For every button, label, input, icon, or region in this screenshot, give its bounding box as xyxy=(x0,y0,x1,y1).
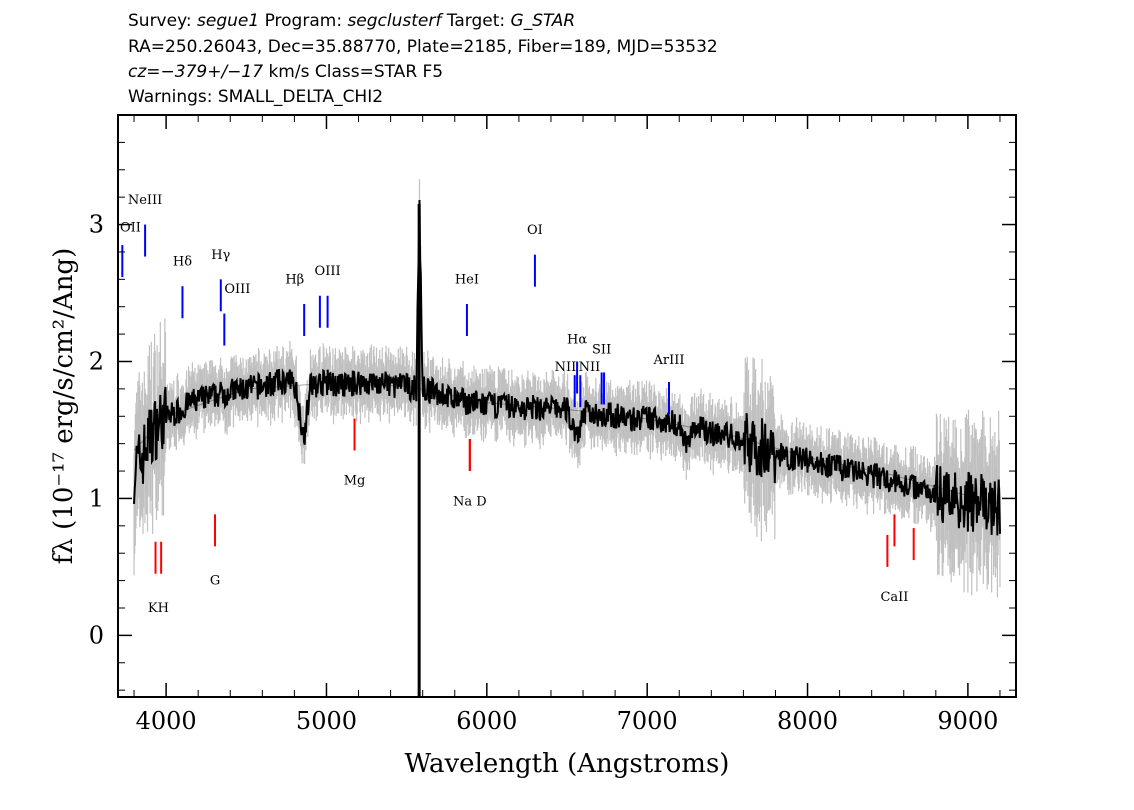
x-tick-label: 6000 xyxy=(456,707,517,735)
axes-layer: 4000 5000 6000 7000 8000 9000 0 1 2 3 xyxy=(89,115,1016,735)
line-label: NeIII xyxy=(128,193,162,208)
flux-line xyxy=(133,199,1001,536)
line-label: OIII xyxy=(315,264,341,279)
line-label: Na D xyxy=(453,494,487,509)
line-label: NII xyxy=(555,360,577,375)
x-tick-label: 4000 xyxy=(136,707,197,735)
model-line xyxy=(133,382,1001,505)
line-label: G xyxy=(210,574,220,589)
line-label: OIII xyxy=(224,282,250,297)
y-tick-label: 2 xyxy=(89,347,104,375)
survey-value: segue1 xyxy=(197,11,260,31)
line-label: OI xyxy=(527,223,543,238)
y-tick-label: 3 xyxy=(89,211,104,239)
x-tick-label: 7000 xyxy=(617,707,678,735)
y-tick-label: 1 xyxy=(89,484,104,512)
line-label: Hβ xyxy=(285,272,304,287)
y-tick-label: 0 xyxy=(89,621,104,649)
line-label: Hγ xyxy=(211,248,230,263)
line-label: Hα xyxy=(567,333,587,348)
x-tick-label: 5000 xyxy=(296,707,357,735)
x-tick-label: 9000 xyxy=(937,707,998,735)
line-label: SII xyxy=(592,342,611,357)
line-label: KH xyxy=(148,601,169,616)
plot-frame xyxy=(117,114,1017,698)
header-line-3: cz=−379+/−17 km/s Class=STAR F5 xyxy=(128,61,443,83)
spectral-lines-layer: OII NeIII Hδ Hγ OIII Hβ OIII HeI OI NII Hα NII SII Ar… xyxy=(120,193,915,616)
line-label: CaII xyxy=(880,590,908,605)
line-label: ArIII xyxy=(652,353,684,368)
header-line-2: RA=250.26043, Dec=35.88770, Plate=2185, … xyxy=(128,37,718,57)
target-value: G_STAR xyxy=(510,11,576,31)
y-axis-title: fλ (10⁻¹⁷ erg/s/cm²/Ang) xyxy=(49,248,79,564)
program-value: segclusterf xyxy=(347,11,442,31)
class-text: km/s Class=STAR F5 xyxy=(263,62,444,82)
target-label: Target: xyxy=(441,11,511,31)
program-label: Program: xyxy=(259,11,348,31)
x-tick-label: 8000 xyxy=(777,707,838,735)
header-line-4: Warnings: SMALL_DELTA_CHI2 xyxy=(128,87,384,107)
redshift-value: cz=−379+/−17 xyxy=(128,62,264,82)
line-label: OII xyxy=(120,220,141,235)
line-label: Hδ xyxy=(173,255,192,270)
survey-label: Survey: xyxy=(128,11,198,31)
y-axis-title-text: fλ (10⁻¹⁷ erg/s/cm²/Ang) xyxy=(49,248,79,564)
flux-layer xyxy=(133,199,1001,697)
header-line-1: Survey: segue1 Program: segclusterf Targ… xyxy=(128,10,575,32)
line-label: NII xyxy=(579,360,601,375)
x-axis-title: Wavelength (Angstroms) xyxy=(405,749,730,779)
line-label: Mg xyxy=(344,474,366,489)
line-label: HeI xyxy=(455,272,479,287)
